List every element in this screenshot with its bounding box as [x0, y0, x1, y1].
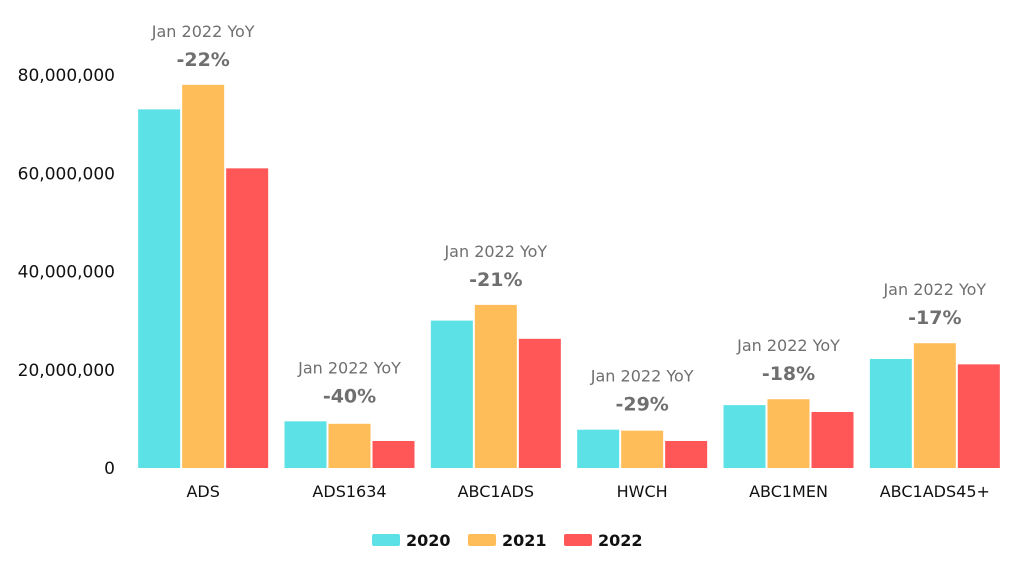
y-tick-label: 0: [104, 459, 115, 479]
yoy-annotations: -22% Jan 2022 YoY -40% Jan 2022 YoY -21% Jan …: [151, 22, 987, 416]
bar-2020-abc1ads: [430, 320, 473, 468]
bar-2021-abc1men: [767, 399, 810, 468]
bar-2021-abc1ads45: [913, 343, 956, 468]
y-tick-label: 20,000,000: [18, 361, 115, 381]
bar-2021-ads: [182, 84, 225, 468]
category-labels: ADS ADS1634 ABC1ADS HWCH ABC1MEN ABC1ADS45+: [186, 482, 989, 501]
bar-2022-hwch: [665, 440, 708, 468]
y-tick-label: 60,000,000: [18, 164, 115, 184]
category-label: ABC1ADS: [458, 482, 534, 501]
yoy-label: Jan 2022 YoY: [151, 22, 255, 41]
category-label: ABC1MEN: [749, 482, 828, 501]
y-tick-label: 40,000,000: [18, 263, 115, 283]
yoy-label: Jan 2022 YoY: [736, 336, 840, 355]
category-label: ADS1634: [312, 482, 386, 501]
bar-2022-abc1ads: [518, 338, 561, 468]
yoy-label: Jan 2022 YoY: [882, 280, 986, 299]
bar-2020-hwch: [577, 429, 620, 468]
bars-group: [138, 84, 1000, 468]
bar-2022-ads1634: [372, 440, 415, 468]
y-axis-ticks: 0 20,000,000 40,000,000 60,000,000 80,000,00…: [18, 66, 115, 479]
bar-2021-hwch: [621, 430, 664, 468]
legend-label: 2022: [598, 531, 643, 550]
legend-label: 2021: [502, 531, 547, 550]
yoy-label: Jan 2022 YoY: [590, 367, 694, 386]
legend-label: 2020: [406, 531, 451, 550]
bar-2020-ads: [138, 109, 181, 468]
bar-2022-abc1men: [811, 411, 854, 468]
legend-swatch-2020: [372, 534, 400, 546]
yoy-value: -22%: [176, 49, 229, 71]
bar-2022-ads: [226, 168, 269, 468]
legend-swatch-2021: [468, 534, 496, 546]
bar-2021-abc1ads: [474, 304, 517, 468]
bar-2020-abc1ads45: [869, 358, 912, 468]
bar-2022-abc1ads45: [957, 364, 1000, 468]
y-tick-label: 80,000,000: [18, 66, 115, 86]
yoy-value: -40%: [323, 385, 376, 407]
yoy-label: Jan 2022 YoY: [297, 358, 401, 377]
category-label: ADS: [186, 482, 219, 501]
yoy-label: Jan 2022 YoY: [443, 242, 547, 261]
bar-2020-ads1634: [284, 421, 327, 468]
legend: 2020 2021 2022: [372, 531, 643, 550]
legend-swatch-2022: [564, 534, 592, 546]
category-label: HWCH: [617, 482, 668, 501]
bar-2020-abc1men: [723, 405, 766, 468]
yoy-value: -17%: [908, 307, 961, 329]
yoy-value: -21%: [469, 269, 522, 291]
category-label: ABC1ADS45+: [880, 482, 990, 501]
yoy-value: -18%: [762, 363, 815, 385]
bar-2021-ads1634: [328, 423, 371, 468]
yoy-value: -29%: [615, 394, 668, 416]
